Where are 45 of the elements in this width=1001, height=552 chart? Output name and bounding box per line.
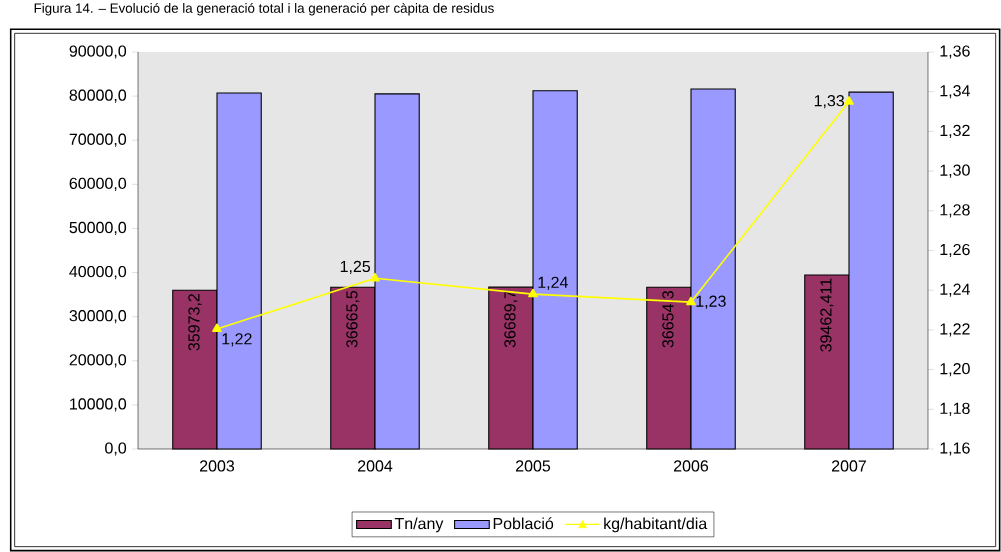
- chart-title: Figura 14. – Evolució de la generació total i la generació per càpita de residus: [34, 2, 494, 16]
- y-tick-label: 30000,0: [69, 310, 127, 324]
- y-tick-label: 20000,0: [69, 354, 127, 368]
- y-tick-label: 40000,0: [69, 265, 127, 280]
- y2-tick-label: 1,26: [940, 243, 970, 258]
- legend-label: Població: [493, 517, 554, 530]
- y-tick-label: 90000,0: [69, 45, 127, 59]
- y2-tick-label: 1,34: [940, 85, 970, 99]
- legend-label: Tn/any: [394, 517, 444, 533]
- y-tick-label: 70000,0: [69, 133, 127, 147]
- point: [686, 296, 696, 306]
- data-label: 36689,7: [504, 290, 518, 348]
- x-tick-label: 2005: [516, 460, 551, 472]
- data-label: 1,33: [814, 95, 845, 109]
- y2-tick-label: 1,32: [940, 124, 970, 138]
- data-label: 1,23: [696, 295, 726, 309]
- y2-tick-label: 1,24: [940, 283, 970, 297]
- data-label: 36654,3: [662, 290, 676, 348]
- x-tick-label: 2007: [832, 460, 866, 472]
- legend-label: kg/habitant/dia: [604, 517, 708, 533]
- y2-tick-label: 1,22: [940, 323, 970, 337]
- x-tick-label: 2006: [674, 460, 709, 472]
- data-label: 1,24: [538, 276, 568, 290]
- data-label: 36665,5: [346, 290, 360, 348]
- data-label: 1,25: [340, 260, 371, 275]
- y-tick-label: 10000,0: [70, 398, 127, 412]
- x-tick-label: 2004: [358, 460, 393, 472]
- y2-tick-label: 1,20: [940, 362, 970, 377]
- y2-tick-label: 1,36: [940, 45, 970, 59]
- y-tick-label: 80000,0: [69, 89, 127, 103]
- x-tick-label: 2003: [200, 460, 235, 472]
- point: [212, 323, 222, 333]
- y2-tick-label: 1,30: [940, 164, 970, 178]
- y2-tick-label: 1,18: [940, 402, 970, 416]
- y-tick-label: 0,0: [105, 442, 127, 456]
- y2-tick-label: 1,28: [940, 204, 970, 218]
- y-tick-label: 60000,0: [69, 177, 127, 191]
- point: [370, 272, 380, 282]
- y-tick-label: 50000,0: [69, 221, 127, 236]
- data-label: 1,22: [222, 333, 252, 347]
- point: [528, 288, 538, 298]
- point: [844, 96, 854, 105]
- data-label: 35973,2: [188, 294, 202, 351]
- y2-tick-label: 1,16: [940, 442, 970, 456]
- data-label: 39462,411: [820, 278, 834, 352]
